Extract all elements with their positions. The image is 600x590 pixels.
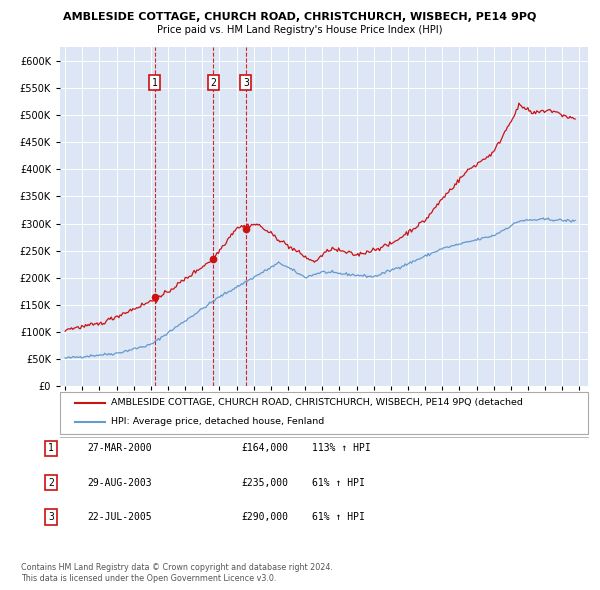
Text: 3: 3 [243,78,249,88]
Text: Contains HM Land Registry data © Crown copyright and database right 2024.: Contains HM Land Registry data © Crown c… [21,563,333,572]
Text: 1: 1 [152,78,158,88]
Text: 22-JUL-2005: 22-JUL-2005 [87,512,152,522]
Text: AMBLESIDE COTTAGE, CHURCH ROAD, CHRISTCHURCH, WISBECH, PE14 9PQ: AMBLESIDE COTTAGE, CHURCH ROAD, CHRISTCH… [64,12,536,22]
Text: 61% ↑ HPI: 61% ↑ HPI [312,512,365,522]
Text: £290,000: £290,000 [241,512,288,522]
Text: 2: 2 [211,78,217,88]
Text: 27-MAR-2000: 27-MAR-2000 [87,444,152,453]
Text: 1: 1 [48,444,54,453]
Text: 2: 2 [48,478,54,487]
Text: 61% ↑ HPI: 61% ↑ HPI [312,478,365,487]
Text: 3: 3 [48,512,54,522]
Text: £164,000: £164,000 [241,444,288,453]
Text: £235,000: £235,000 [241,478,288,487]
Text: 29-AUG-2003: 29-AUG-2003 [87,478,152,487]
Text: HPI: Average price, detached house, Fenland: HPI: Average price, detached house, Fenl… [111,417,324,427]
Text: This data is licensed under the Open Government Licence v3.0.: This data is licensed under the Open Gov… [21,574,277,583]
Text: AMBLESIDE COTTAGE, CHURCH ROAD, CHRISTCHURCH, WISBECH, PE14 9PQ (detached: AMBLESIDE COTTAGE, CHURCH ROAD, CHRISTCH… [111,398,523,408]
Text: Price paid vs. HM Land Registry's House Price Index (HPI): Price paid vs. HM Land Registry's House … [157,25,443,35]
Text: 113% ↑ HPI: 113% ↑ HPI [312,444,371,453]
